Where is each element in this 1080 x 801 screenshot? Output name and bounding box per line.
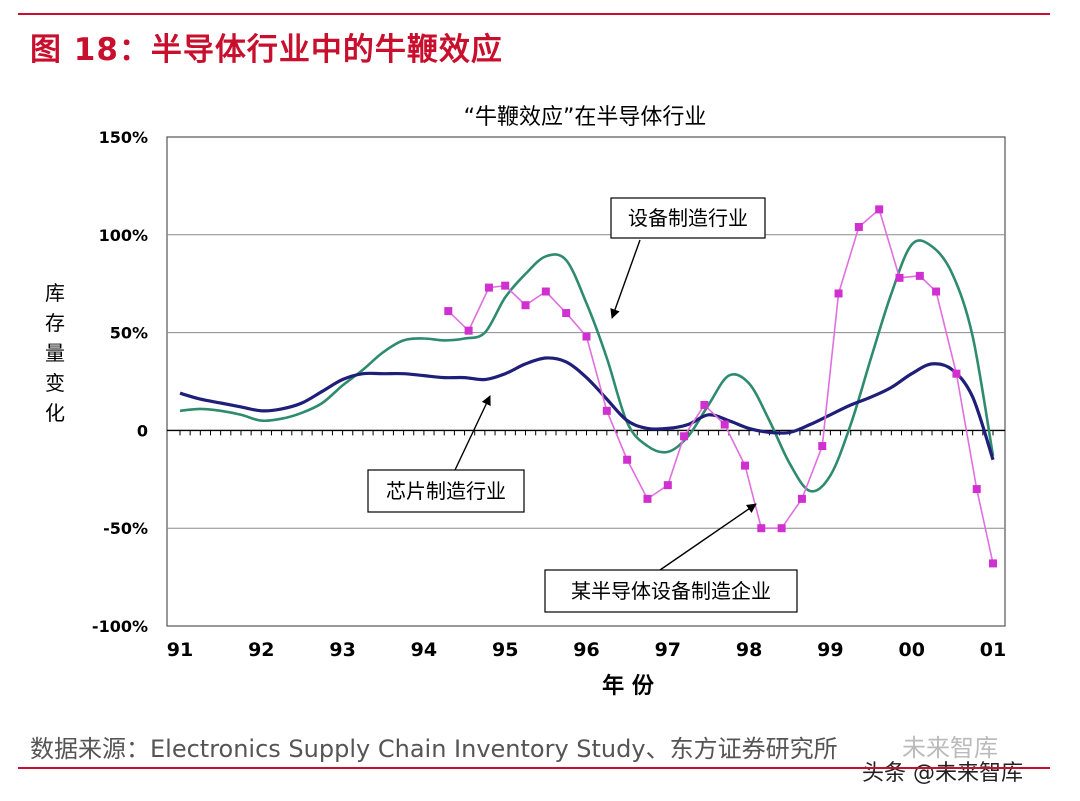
data-point bbox=[797, 494, 806, 503]
data-point bbox=[720, 420, 729, 429]
y-tick-label: -100% bbox=[92, 617, 148, 636]
y-tick-label: -50% bbox=[103, 519, 148, 538]
data-point bbox=[623, 455, 632, 464]
data-point bbox=[834, 289, 843, 298]
x-tick-label: 91 bbox=[167, 639, 193, 661]
data-point bbox=[777, 524, 786, 533]
data-point bbox=[582, 332, 591, 341]
annotation-label: 设备制造行业 bbox=[628, 206, 748, 230]
data-point bbox=[854, 222, 863, 231]
data-point bbox=[875, 205, 884, 214]
figure-title: 图 18：半导体行业中的牛鞭效应 bbox=[30, 32, 503, 68]
annotation-label: 某半导体设备制造企业 bbox=[571, 579, 771, 603]
y-axis-label: 库存量变化 bbox=[45, 281, 65, 425]
data-point bbox=[521, 301, 530, 310]
chart-title: “牛鞭效应”在半导体行业 bbox=[464, 105, 707, 130]
data-point bbox=[700, 400, 709, 409]
data-point bbox=[444, 307, 453, 316]
data-point bbox=[895, 273, 904, 282]
data-point bbox=[464, 326, 473, 335]
annotation-label: 芯片制造行业 bbox=[386, 479, 506, 503]
annotation-box bbox=[610, 197, 766, 239]
x-tick-label: 00 bbox=[898, 639, 924, 661]
x-tick-label: 01 bbox=[980, 639, 1006, 661]
data-point bbox=[741, 461, 750, 470]
annotation-arrow bbox=[454, 395, 491, 471]
data-point bbox=[952, 369, 961, 378]
x-tick-label: 97 bbox=[655, 639, 681, 661]
data-point bbox=[972, 485, 981, 494]
bottom-rule bbox=[18, 767, 1050, 769]
y-tick-label: 150% bbox=[99, 128, 148, 147]
data-point bbox=[989, 559, 997, 568]
series-line-chip bbox=[179, 356, 995, 461]
x-tick-label: 96 bbox=[573, 639, 599, 661]
watermark-logo: 未来智库 bbox=[902, 734, 998, 762]
annotation-box bbox=[544, 569, 798, 613]
data-point bbox=[680, 432, 689, 441]
watermark: 头条 @未来智库 bbox=[862, 761, 1023, 786]
y-tick-label: 100% bbox=[99, 226, 148, 245]
x-tick-label: 95 bbox=[492, 639, 518, 661]
plot-frame bbox=[166, 136, 1006, 627]
data-point bbox=[915, 271, 924, 280]
data-point bbox=[501, 281, 510, 290]
annotation-arrow bbox=[659, 503, 757, 571]
data-point bbox=[541, 287, 550, 296]
data-point bbox=[757, 524, 766, 533]
series-line-equipment bbox=[179, 239, 995, 493]
x-tick-label: 99 bbox=[817, 639, 843, 661]
data-point bbox=[562, 309, 571, 318]
x-tick-label: 93 bbox=[329, 639, 355, 661]
y-tick-label: 50% bbox=[110, 324, 148, 343]
x-tick-label: 94 bbox=[411, 639, 437, 661]
x-axis-label: 年 份 bbox=[602, 673, 655, 699]
data-point bbox=[484, 283, 493, 292]
x-tick-label: 98 bbox=[736, 639, 762, 661]
data-point bbox=[818, 442, 827, 451]
data-point bbox=[602, 406, 611, 415]
top-rule bbox=[18, 13, 1050, 15]
data-point bbox=[932, 287, 941, 296]
data-source: 数据来源：Electronics Supply Chain Inventory … bbox=[30, 735, 838, 763]
data-point bbox=[663, 481, 672, 490]
data-point bbox=[643, 494, 652, 503]
y-tick-label: 0 bbox=[137, 421, 148, 440]
x-tick-label: 92 bbox=[248, 639, 274, 661]
annotation-box bbox=[367, 469, 525, 513]
annotation-arrow bbox=[610, 239, 641, 319]
